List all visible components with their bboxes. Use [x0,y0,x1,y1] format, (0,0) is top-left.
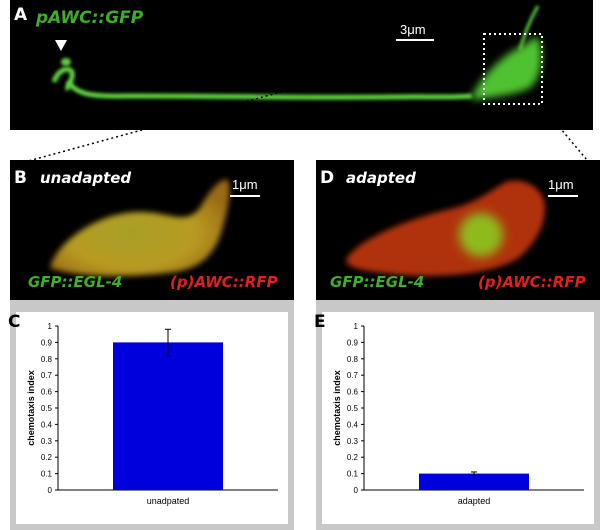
y-tick-label: 0 [354,486,359,495]
y-tick-label: 0.4 [347,420,359,429]
zoom-connectors [9,35,593,167]
axon-process [66,80,473,100]
neuron-image [51,5,543,105]
y-tick-label: 1 [48,322,53,331]
y-tick-label: 0.2 [41,453,53,462]
y-tick-label: 0.1 [347,470,359,479]
panel-a-scale-bar [396,39,434,41]
y-tick-label: 0.9 [347,338,359,347]
adapted-cell-image [346,180,545,276]
dendrite [518,5,540,51]
y-tick-label: 1 [354,322,359,331]
y-tick-label: 0.2 [347,453,359,462]
panel-d-micrograph: D adapted 1μm GFP::EGL-4 (p)AWC::RFP [316,160,600,300]
panel-b-state: unadapted [40,169,132,187]
cell-body [472,37,542,100]
panel-a-scale-label: 3μm [400,22,426,37]
panel-c-chart: 0 0.1 0.2 0.3 0.4 0.5 0.6 0.7 0.8 0.9 1 chemotaxis … [8,312,288,524]
y-tick-label: 0.9 [41,338,53,347]
chart-c-svg: 0 0.1 0.2 0.3 0.4 0.5 0.6 0.7 0.8 0.9 1 chemotaxis … [26,322,278,506]
nucleus [459,213,503,257]
category-label: adapted [458,496,491,506]
panel-label-b: B [14,168,27,188]
bar [419,473,529,490]
panel-b-scale-bar [230,195,260,197]
panel-d-green-channel: GFP::EGL-4 [330,273,425,291]
panel-label-d: D [320,168,335,188]
panel-b-green-channel: GFP::EGL-4 [28,273,123,291]
axon-terminal [61,58,71,66]
y-tick-label: 0.4 [41,420,53,429]
panel-d-state: adapted [346,169,416,187]
y-tick-label: 0.8 [41,355,53,364]
y-tick-label: 0.5 [41,404,53,413]
y-tick-label: 0.3 [347,437,359,446]
axon-tip [51,66,75,92]
y-tick-label: 0.1 [41,470,53,479]
y-tick-label: 0.7 [41,371,53,380]
panel-b-scale-label: 1μm [232,177,258,192]
panel-a-micrograph: A pAWC::GFP 3μm [10,0,593,130]
unadapted-cell-image [50,179,230,277]
panel-label-a: A [14,5,28,25]
panel-label-e: E [314,312,326,332]
panel-b-micrograph: B unadapted 1μm GFP::EGL-4 (p)AWC::RFP [10,160,294,300]
y-tick-label: 0.3 [41,437,53,446]
y-axis-title: chemotaxis index [332,370,342,446]
y-axis-title: chemotaxis index [26,370,36,446]
y-tick-label: 0.6 [347,388,359,397]
y-tick-label: 0.7 [347,371,359,380]
panel-d-scale-bar [548,195,578,197]
panel-d-red-channel: (p)AWC::RFP [478,273,586,291]
panel-e-chart: 0 0.1 0.2 0.3 0.4 0.5 0.6 0.7 0.8 0.9 1 chemotaxis … [314,312,594,524]
arrowhead-icon [55,40,67,51]
zoom-box [483,33,543,105]
y-tick-label: 0.5 [347,404,359,413]
y-tick-label: 0.8 [347,355,359,364]
panel-a-title: pAWC::GFP [36,8,144,28]
panel-b-red-channel: (p)AWC::RFP [170,273,278,291]
panel-label-c: C [8,312,21,332]
bar [113,342,223,490]
panel-d-scale-label: 1μm [548,177,574,192]
y-tick-label: 0.6 [41,388,53,397]
y-tick-label: 0 [48,486,53,495]
chart-e-svg: 0 0.1 0.2 0.3 0.4 0.5 0.6 0.7 0.8 0.9 1 chemotaxis … [332,322,584,506]
category-label: unadpated [147,496,190,506]
